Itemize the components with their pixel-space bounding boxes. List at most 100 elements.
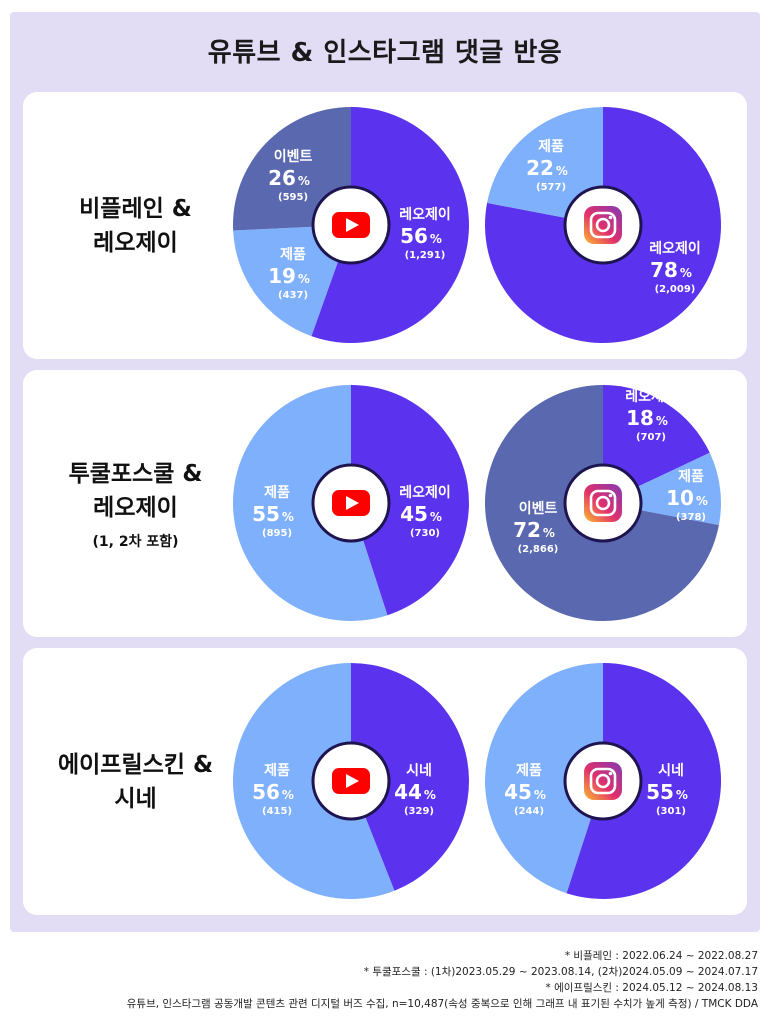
slice-percent: 55 (252, 502, 280, 526)
slice-percent-unit: % (424, 788, 436, 802)
slice-count: (244) (514, 806, 544, 817)
slice-percent-unit: % (676, 788, 688, 802)
slice-category: 제품 (280, 247, 306, 263)
slice-count: (2,009) (655, 284, 696, 295)
slice-category: 시네 (658, 763, 684, 779)
slice-percent: 22 (526, 156, 554, 180)
pie-slice (603, 385, 710, 503)
instagram-pie-chart: 레오제이 78% (2,009) 제품 22% (577) (485, 107, 722, 343)
slice-percent-unit: % (430, 232, 442, 246)
slice-percent-unit: % (430, 510, 442, 524)
slice-percent-unit: % (282, 788, 294, 802)
slice-count: (707) (636, 432, 666, 443)
slice-count: (2,866) (518, 544, 559, 555)
slice-label: 제품 56% (415) (252, 763, 294, 817)
youtube-pie-chart: 레오제이 45% (730) 제품 55% (895) (232, 385, 469, 621)
page-title: 유튜브 & 인스타그램 댓글 반응 (207, 38, 563, 68)
pie-slice (487, 107, 603, 225)
slice-label: 레오제이 56% (1,291) (399, 206, 451, 261)
slice-category: 이벤트 (274, 148, 313, 165)
slice-percent: 10 (666, 486, 694, 510)
brand-name: 비플레인 & 레오제이 (79, 195, 192, 256)
youtube-pie-chart: 레오제이 56% (1,291) 제품 19% (437) 이벤트 26% (595) (233, 106, 470, 343)
slice-category: 레오제이 (649, 240, 701, 257)
slice-percent: 72 (513, 518, 541, 542)
slice-percent: 44 (394, 780, 422, 804)
pie-slice (351, 385, 469, 616)
pie-slice (351, 663, 469, 891)
slice-count: (730) (410, 528, 440, 539)
slice-label: 레오제이 78% (2,009) (649, 240, 701, 295)
footnote: * 투쿨포스쿨 : (1차)2023.05.29 ~ 2023.08.14, (… (363, 966, 758, 978)
slice-count: (895) (262, 528, 292, 539)
slice-percent-unit: % (556, 164, 568, 178)
slice-percent: 19 (268, 264, 296, 288)
instagram-icon (563, 185, 643, 265)
instagram-pie-chart: 레오제이 18% (707) 제품 10% (378) 이벤트 72% (2,866) (484, 385, 721, 621)
slice-percent-unit: % (543, 526, 555, 540)
brand-panel-aprilskin: 에이프릴스킨 & 시네 시네 44% (329) 제품 56% (415) 시네 55% (30… (23, 648, 747, 915)
slice-label: 제품 19% (437) (268, 247, 310, 301)
slice-percent: 45 (504, 780, 532, 804)
slice-category: 이벤트 (519, 500, 558, 517)
pie-slice (232, 385, 388, 621)
slice-count: (577) (536, 182, 566, 193)
slice-percent-unit: % (656, 414, 668, 428)
slice-label: 시네 44% (329) (394, 763, 436, 817)
slice-count: (1,291) (405, 250, 446, 261)
slice-percent: 18 (626, 406, 654, 430)
slice-label: 이벤트 72% (2,866) (513, 500, 558, 555)
slice-category: 레오제이 (625, 388, 677, 405)
footnote: 유튜브, 인스타그램 공동개발 콘텐츠 관련 디지털 버즈 수집, n=10,4… (126, 998, 758, 1010)
instagram-pie-chart: 시네 55% (301) 제품 45% (244) (485, 663, 722, 899)
pie-slice (233, 225, 351, 337)
slice-label: 이벤트 26% (595) (268, 148, 312, 203)
slice-label: 제품 10% (378) (666, 469, 708, 523)
slice-count: (329) (404, 806, 434, 817)
slice-category: 시네 (406, 763, 432, 779)
brand-label: 비플레인 & 레오제이 (23, 92, 248, 359)
slice-label: 시네 55% (301) (646, 763, 688, 817)
slice-percent: 56 (400, 224, 428, 248)
brand-panel-biplain: 비플레인 & 레오제이 레오제이 56% (1,291) 제품 19% (437) 이벤트 2… (23, 92, 747, 359)
pie-slice (485, 663, 603, 894)
brand-panel-tocobo: 투쿨포스쿨 & 레오제이 (1, 2차 포함) 레오제이 45% (730) 제품 55… (23, 370, 747, 637)
youtube-icon (311, 741, 391, 821)
slice-category: 제품 (538, 139, 564, 155)
instagram-icon (563, 741, 643, 821)
slice-count: (415) (262, 806, 292, 817)
footnotes: * 비플레인 : 2022.06.24 ~ 2022.08.27 * 투쿨포스쿨… (127, 948, 758, 1012)
pie-slice (566, 663, 722, 899)
youtube-icon (311, 463, 391, 543)
slice-category: 레오제이 (399, 484, 451, 501)
footnote: * 비플레인 : 2022.06.24 ~ 2022.08.27 (564, 950, 758, 962)
slice-percent: 56 (252, 780, 280, 804)
slice-percent-unit: % (282, 510, 294, 524)
brand-subtitle: (1, 2차 포함) (92, 533, 179, 550)
slice-label: 제품 22% (577) (526, 139, 568, 193)
slice-category: 제품 (678, 469, 704, 485)
slice-percent: 78 (650, 258, 678, 282)
slice-category: 제품 (516, 763, 542, 779)
slice-category: 레오제이 (399, 206, 451, 223)
slice-percent-unit: % (298, 174, 310, 188)
slice-label: 레오제이 45% (730) (399, 484, 451, 539)
slice-label: 레오제이 18% (707) (625, 388, 677, 443)
slice-percent: 55 (646, 780, 674, 804)
slice-label: 제품 45% (244) (504, 763, 546, 817)
slice-label: 제품 55% (895) (252, 485, 294, 539)
slice-percent-unit: % (696, 494, 708, 508)
brand-label: 투쿨포스쿨 & 레오제이 (1, 2차 포함) (23, 370, 248, 637)
youtube-icon (311, 185, 391, 265)
footnote: * 에이프릴스킨 : 2024.05.12 ~ 2024.08.13 (545, 982, 758, 994)
slice-count: (595) (278, 192, 308, 203)
brand-name: 투쿨포스쿨 & 레오제이 (68, 460, 203, 521)
brand-label: 에이프릴스킨 & 시네 (23, 648, 248, 915)
slice-percent-unit: % (680, 266, 692, 280)
slice-category: 제품 (264, 763, 290, 779)
slice-percent-unit: % (298, 272, 310, 286)
slice-percent-unit: % (534, 788, 546, 802)
youtube-pie-chart: 시네 44% (329) 제품 56% (415) (232, 663, 469, 899)
instagram-icon (563, 463, 643, 543)
brand-name: 에이프릴스킨 & 시네 (57, 751, 214, 812)
